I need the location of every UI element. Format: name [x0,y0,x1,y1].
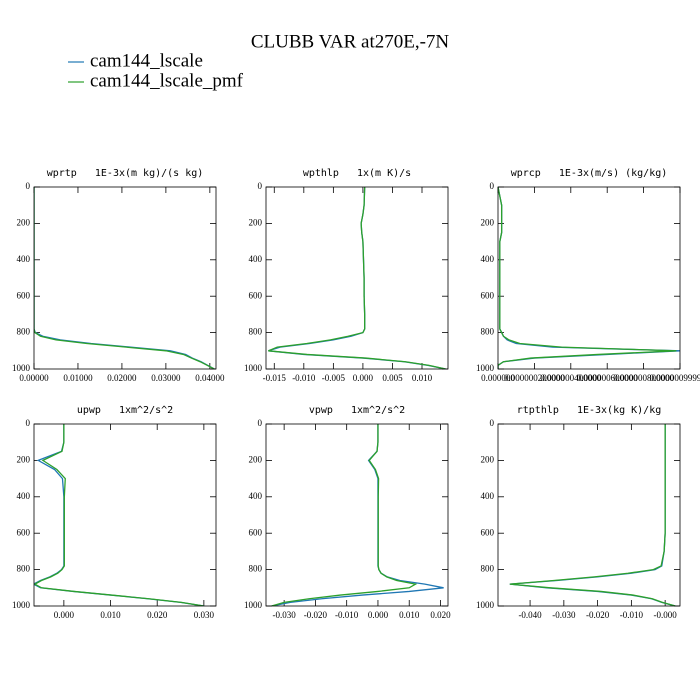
plot-frame [265,186,449,370]
profile-line: cam144_lscale_pmf [271,424,418,606]
y-tick-label: 200 [249,454,263,464]
x-tick-label: 0.04000 [195,373,225,383]
x-tick-label: 0.020 [430,610,451,620]
plot-frame [497,423,681,607]
profile-line: cam144_lscale_pmf [34,424,204,606]
y-tick-label: 600 [249,290,263,300]
y-tick-label: 800 [17,564,31,574]
y-tick-label: 1000 [244,600,263,610]
x-tick-label: -0.010 [292,373,316,383]
x-tick-label: 0.010 [100,610,121,620]
y-tick-label: 800 [481,327,495,337]
profile-line: cam144_lscale_pmf [498,187,677,369]
y-tick-label: 400 [17,491,31,501]
y-tick-label: 800 [249,327,263,337]
x-tick-label: 0.01000 [63,373,93,383]
y-tick-label: 600 [17,527,31,537]
y-tick-label: 800 [249,564,263,574]
legend-label: cam144_lscale [90,50,203,71]
plot-frame [33,423,217,607]
y-tick-label: 200 [249,217,263,227]
x-tick-label: 0.020 [147,610,168,620]
x-tick-label: 0.010 [399,610,420,620]
panel-title: upwp 1xm^2/s^2 [77,405,173,416]
x-tick-label: -0.020 [586,610,610,620]
y-tick-label: 800 [481,564,495,574]
chart-title: CLUBB VAR at270E,-7N [251,31,450,52]
x-tick-label: -0.030 [273,610,297,620]
y-tick-label: 200 [481,217,495,227]
x-tick-label: -0.040 [518,610,542,620]
y-tick-label: 400 [249,254,263,264]
panel-title: vpwp 1xm^2/s^2 [309,405,405,416]
y-tick-label: 200 [481,454,495,464]
x-tick-label: 0.000000600000 [577,373,638,383]
plot-frame [497,186,681,370]
x-tick-label: 0.000 [54,610,75,620]
x-tick-label: -0.020 [304,610,328,620]
y-tick-label: 400 [249,491,263,501]
y-tick-label: 0 [26,418,31,428]
x-tick-label: 0.02000 [107,373,137,383]
x-tick-label: 0.000000200000 [504,373,565,383]
y-tick-label: 1000 [476,363,495,373]
x-tick-label: 0.000000800000 [613,373,674,383]
x-tick-label: -0.010 [620,610,644,620]
plot-frame [33,186,217,370]
y-tick-label: 400 [481,491,495,501]
panel-title: wprtp 1E-3x(m kg)/(s kg) [47,168,204,179]
x-tick-label: 0.000 [353,373,374,383]
y-tick-label: 600 [481,527,495,537]
x-tick-label: -0.005 [322,373,346,383]
x-tick-label: 0.000 [368,610,389,620]
y-tick-label: 600 [17,290,31,300]
y-tick-label: 400 [481,254,495,264]
legend-label: cam144_lscale_pmf [90,70,244,91]
x-tick-label: 0.00000 [19,373,49,383]
x-tick-label: 0.000000400000 [540,373,601,383]
x-tick-label: 0.005 [382,373,403,383]
plot-frame [265,423,449,607]
panel-title: wpthlp 1x(m K)/s [303,168,411,179]
x-tick-label: 0.03000 [151,373,181,383]
y-tick-label: 0 [490,181,495,191]
y-tick-label: 400 [17,254,31,264]
y-tick-label: 0 [26,181,31,191]
x-tick-label: -0.015 [263,373,287,383]
y-tick-label: 1000 [244,363,263,373]
x-tick-label: -0.000 [654,610,678,620]
y-tick-label: 200 [17,217,31,227]
y-tick-label: 0 [490,418,495,428]
y-tick-label: 0 [258,181,263,191]
y-tick-label: 1000 [12,363,31,373]
x-tick-label: -0.010 [335,610,359,620]
y-tick-label: 800 [17,327,31,337]
y-tick-label: 600 [481,290,495,300]
x-tick-label: 0.010 [412,373,433,383]
panel-title: rtpthlp 1E-3x(kg K)/kg [517,405,662,416]
y-tick-label: 1000 [476,600,495,610]
x-tick-label: 0.030 [194,610,215,620]
x-tick-label: 0.000000999999 [650,373,700,383]
y-tick-label: 0 [258,418,263,428]
x-tick-label: 0.000000 [481,373,515,383]
y-tick-label: 200 [17,454,31,464]
y-tick-label: 1000 [12,600,31,610]
panel-title: wprcp 1E-3x(m/s) (kg/kg) [511,168,668,179]
profile-line: cam144_lscale_pmf [268,187,446,369]
profile-line: cam144_lscale_pmf [34,187,215,369]
x-tick-label: -0.030 [552,610,576,620]
profile-line: cam144_lscale_pmf [509,424,676,606]
y-tick-label: 600 [249,527,263,537]
